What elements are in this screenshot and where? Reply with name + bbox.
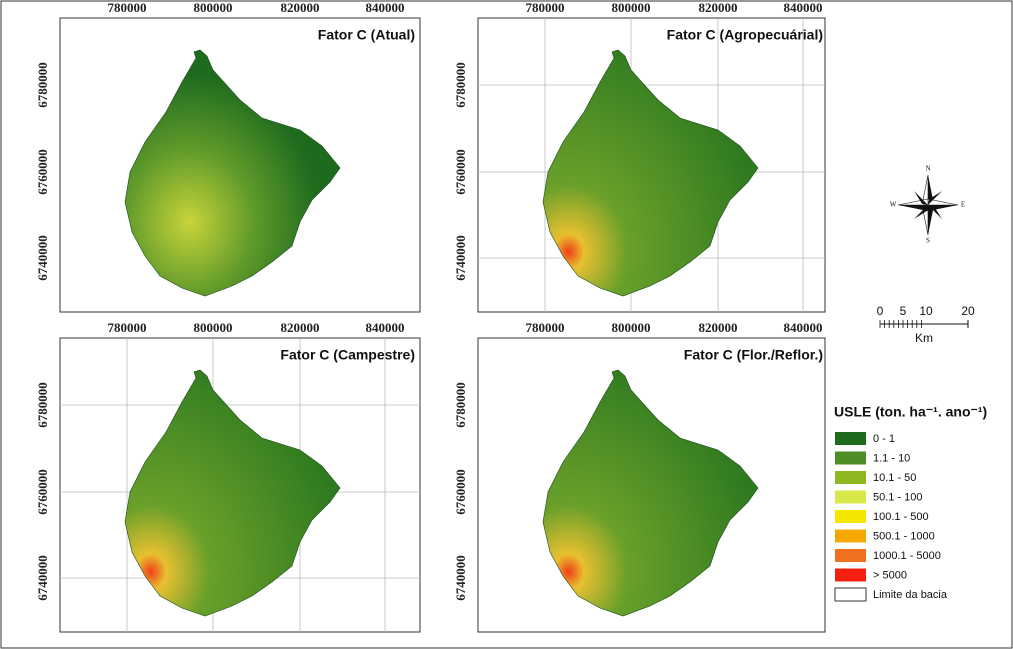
x-tick-label: 780000: [526, 0, 565, 15]
y-tick-label: 6760000: [35, 149, 50, 195]
legend-swatch: [835, 510, 866, 523]
compass-n: N: [925, 165, 930, 173]
legend-label: 0 - 1: [873, 433, 895, 445]
scale-unit: Km: [915, 331, 933, 345]
x-tick-label: 820000: [699, 0, 738, 15]
legend-label: 500.1 - 1000: [873, 530, 935, 542]
y-tick-label: 6740000: [35, 555, 50, 601]
x-tick-label: 800000: [194, 320, 233, 335]
legend-swatch: [835, 491, 866, 504]
y-tick-label: 6740000: [35, 235, 50, 281]
x-tick-label: 800000: [612, 0, 651, 15]
map-panel: 780000 800000 820000 840000 6780000 6760000 67…: [35, 320, 420, 632]
y-tick-label: 6760000: [453, 149, 468, 195]
north-arrow: N S E W: [890, 165, 965, 245]
legend-label: Limite da bacia: [873, 589, 948, 601]
scale-label: 20: [961, 304, 975, 318]
x-tick-label: 840000: [366, 0, 405, 15]
x-tick-label: 800000: [612, 320, 651, 335]
compass-e: E: [961, 201, 965, 209]
y-tick-label: 6760000: [453, 469, 468, 515]
legend-label: > 5000: [873, 569, 907, 581]
y-tick-label: 6780000: [453, 62, 468, 108]
panel-title: Fator C (Flor./Reflor.): [684, 347, 823, 363]
scale-label: 10: [919, 304, 933, 318]
y-tick-label: 6780000: [453, 382, 468, 428]
scale-label: 0: [877, 304, 884, 318]
y-tick-label: 6740000: [453, 235, 468, 281]
compass-s: S: [926, 237, 930, 245]
x-tick-label: 780000: [526, 320, 565, 335]
x-tick-label: 840000: [784, 0, 823, 15]
figure: 780000 800000 820000 840000 6780000 6760000 67…: [0, 0, 1013, 649]
x-tick-label: 780000: [108, 320, 147, 335]
compass-w: W: [890, 201, 897, 209]
scale-label: 5: [900, 304, 907, 318]
map-panel: 780000 800000 820000 840000 6780000 6760000 67…: [453, 0, 825, 312]
panel-title: Fator C (Atual): [318, 27, 415, 43]
panel-title: Fator C (Agropecuárial): [667, 27, 823, 43]
legend-swatch: [835, 432, 866, 445]
x-tick-label: 820000: [281, 0, 320, 15]
panel-title: Fator C (Campestre): [280, 347, 415, 363]
x-tick-label: 820000: [281, 320, 320, 335]
x-tick-label: 840000: [784, 320, 823, 335]
y-tick-label: 6780000: [35, 62, 50, 108]
legend-swatch: [835, 471, 866, 484]
map-panel: 780000 800000 820000 840000 6780000 6760000 67…: [453, 320, 825, 632]
x-tick-label: 820000: [699, 320, 738, 335]
legend-label: 1000.1 - 5000: [873, 550, 941, 562]
legend-label: 1.1 - 10: [873, 452, 910, 464]
legend-swatch: [835, 549, 866, 562]
legend-swatch: [835, 530, 866, 543]
legend-label: 100.1 - 500: [873, 511, 929, 523]
legend-label: 10.1 - 50: [873, 472, 916, 484]
y-tick-label: 6780000: [35, 382, 50, 428]
legend-swatch: [835, 588, 866, 601]
y-tick-label: 6740000: [453, 555, 468, 601]
y-tick-label: 6760000: [35, 469, 50, 515]
legend-title: USLE (ton. ha⁻¹. ano⁻¹): [834, 404, 987, 420]
x-tick-label: 780000: [108, 0, 147, 15]
x-tick-label: 840000: [366, 320, 405, 335]
x-tick-label: 800000: [194, 0, 233, 15]
legend-swatch: [835, 569, 866, 582]
legend-swatch: [835, 452, 866, 465]
legend-label: 50.1 - 100: [873, 491, 923, 503]
map-panel: 780000 800000 820000 840000 6780000 6760000 67…: [35, 0, 420, 312]
